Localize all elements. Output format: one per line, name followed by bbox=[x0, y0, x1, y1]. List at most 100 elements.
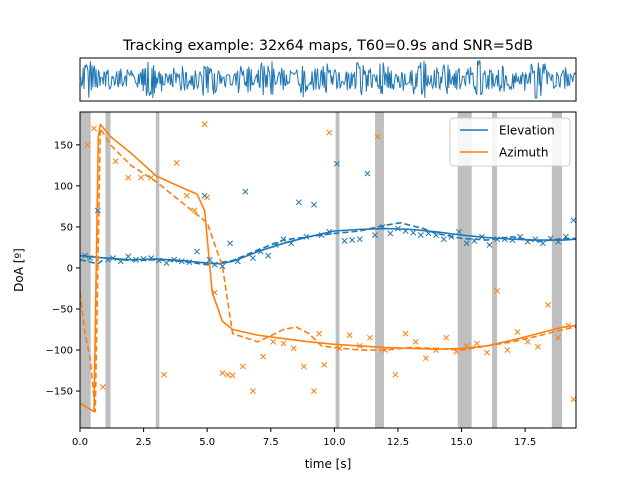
elevation-marker bbox=[509, 237, 516, 243]
azimuth-marker bbox=[239, 363, 246, 370]
x-tick-label: 15.0 bbox=[450, 437, 472, 448]
azimuth-marker bbox=[280, 340, 287, 347]
azimuth-marker bbox=[555, 334, 562, 341]
waveform-panel bbox=[79, 57, 577, 102]
elevation-marker bbox=[163, 260, 170, 266]
elevation-marker bbox=[517, 233, 523, 240]
azimuth-marker bbox=[463, 342, 470, 349]
azimuth-marker bbox=[229, 372, 236, 379]
silence-interval-4 bbox=[375, 112, 384, 428]
elevation-marker bbox=[234, 258, 241, 265]
elevation-marker bbox=[410, 229, 417, 236]
elevation-marker bbox=[539, 240, 546, 247]
azimuth-marker bbox=[290, 345, 297, 352]
azimuth-marker bbox=[356, 342, 363, 349]
y-tick-label: 50 bbox=[60, 222, 73, 233]
azimuth-marker bbox=[138, 174, 144, 181]
elevation-marker bbox=[394, 225, 401, 232]
elevation-marker bbox=[486, 242, 493, 248]
elevation-marker bbox=[417, 232, 424, 239]
elevation-marker bbox=[219, 263, 226, 270]
elevation-marker bbox=[280, 236, 287, 243]
azimuth-marker bbox=[260, 353, 267, 360]
series-line-azimuth-estimate bbox=[80, 127, 576, 413]
azimuth-marker bbox=[219, 370, 226, 376]
elevation-marker bbox=[272, 242, 279, 248]
elevation-marker bbox=[524, 238, 531, 245]
y-tick-label: 100 bbox=[54, 181, 73, 192]
elevation-marker bbox=[265, 252, 272, 259]
azimuth-marker bbox=[160, 371, 167, 378]
elevation-marker bbox=[448, 233, 455, 240]
elevation-marker bbox=[206, 256, 213, 263]
azimuth-marker bbox=[224, 371, 231, 378]
x-tick-label: 7.5 bbox=[263, 437, 279, 448]
x-tick-label: 12.5 bbox=[387, 437, 409, 448]
x-tick-label: 2.5 bbox=[136, 437, 152, 448]
elevation-marker bbox=[311, 201, 317, 208]
azimuth-marker bbox=[504, 347, 511, 353]
azimuth-marker bbox=[484, 349, 490, 356]
observation-markers bbox=[82, 121, 576, 403]
legend-azimuth-label: Azimuth bbox=[499, 146, 548, 160]
azimuth-marker bbox=[382, 347, 389, 353]
series-line-elevation bbox=[80, 227, 576, 265]
azimuth-marker bbox=[300, 363, 307, 370]
azimuth-marker bbox=[336, 345, 343, 352]
elevation-marker bbox=[87, 255, 94, 262]
silence-interval-2 bbox=[155, 112, 160, 428]
elevation-marker bbox=[155, 257, 162, 264]
azimuth-marker bbox=[112, 158, 119, 165]
y-tick-label: 150 bbox=[54, 140, 73, 151]
elevation-marker bbox=[295, 199, 302, 206]
azimuth-marker bbox=[311, 388, 317, 395]
y-tick-label: −150 bbox=[46, 387, 73, 398]
silence-interval-1 bbox=[105, 112, 111, 428]
elevation-marker bbox=[82, 252, 89, 259]
elevation-marker bbox=[570, 217, 576, 224]
elevation-marker bbox=[562, 233, 569, 240]
azimuth-marker bbox=[367, 334, 373, 341]
silence-interval-7 bbox=[551, 112, 563, 428]
plot-frame bbox=[79, 111, 577, 429]
elevation-marker bbox=[501, 236, 508, 243]
azimuth-marker bbox=[402, 330, 409, 337]
elevation-marker bbox=[94, 207, 101, 214]
main-plot-panel: 0.0 2.5 5.0 7.5 10.0 12.5 15.0 17.5 −150 −100 −50… bbox=[46, 111, 577, 448]
elevation-marker bbox=[318, 232, 325, 239]
azimuth-marker bbox=[412, 338, 419, 345]
elevation-marker bbox=[387, 230, 394, 237]
y-axis-ticks: −150 −100 −50 0 50 100 150 bbox=[46, 140, 80, 398]
elevation-marker bbox=[140, 255, 147, 262]
elevation-marker bbox=[379, 223, 386, 230]
azimuth-marker bbox=[524, 338, 531, 345]
elevation-marker bbox=[227, 240, 234, 247]
azimuth-marker bbox=[204, 194, 211, 201]
elevation-marker bbox=[178, 258, 185, 265]
azimuth-marker bbox=[443, 334, 450, 341]
elevation-marker bbox=[463, 240, 470, 247]
elevation-marker bbox=[341, 237, 348, 244]
azimuth-marker bbox=[346, 332, 353, 339]
azimuth-marker bbox=[191, 207, 198, 214]
elevation-marker bbox=[402, 228, 409, 234]
elevation-marker bbox=[471, 237, 478, 244]
azimuth-marker bbox=[211, 289, 218, 296]
elevation-marker bbox=[372, 232, 379, 239]
elevation-marker bbox=[433, 232, 440, 239]
azimuth-marker bbox=[250, 388, 256, 395]
elevation-marker bbox=[547, 235, 554, 242]
series-lines bbox=[80, 123, 576, 413]
azimuth-marker bbox=[433, 347, 440, 353]
elevation-marker bbox=[105, 256, 111, 263]
elevation-marker bbox=[364, 170, 371, 177]
legend: Elevation Azimuth bbox=[449, 117, 571, 167]
series-line-azimuth bbox=[80, 123, 576, 413]
azimuth-marker bbox=[270, 338, 277, 345]
azimuth-marker bbox=[99, 384, 106, 390]
elevation-marker bbox=[333, 160, 340, 167]
elevation-marker bbox=[186, 259, 193, 266]
y-tick-label: −100 bbox=[46, 346, 73, 357]
audio-waveform bbox=[79, 59, 576, 100]
